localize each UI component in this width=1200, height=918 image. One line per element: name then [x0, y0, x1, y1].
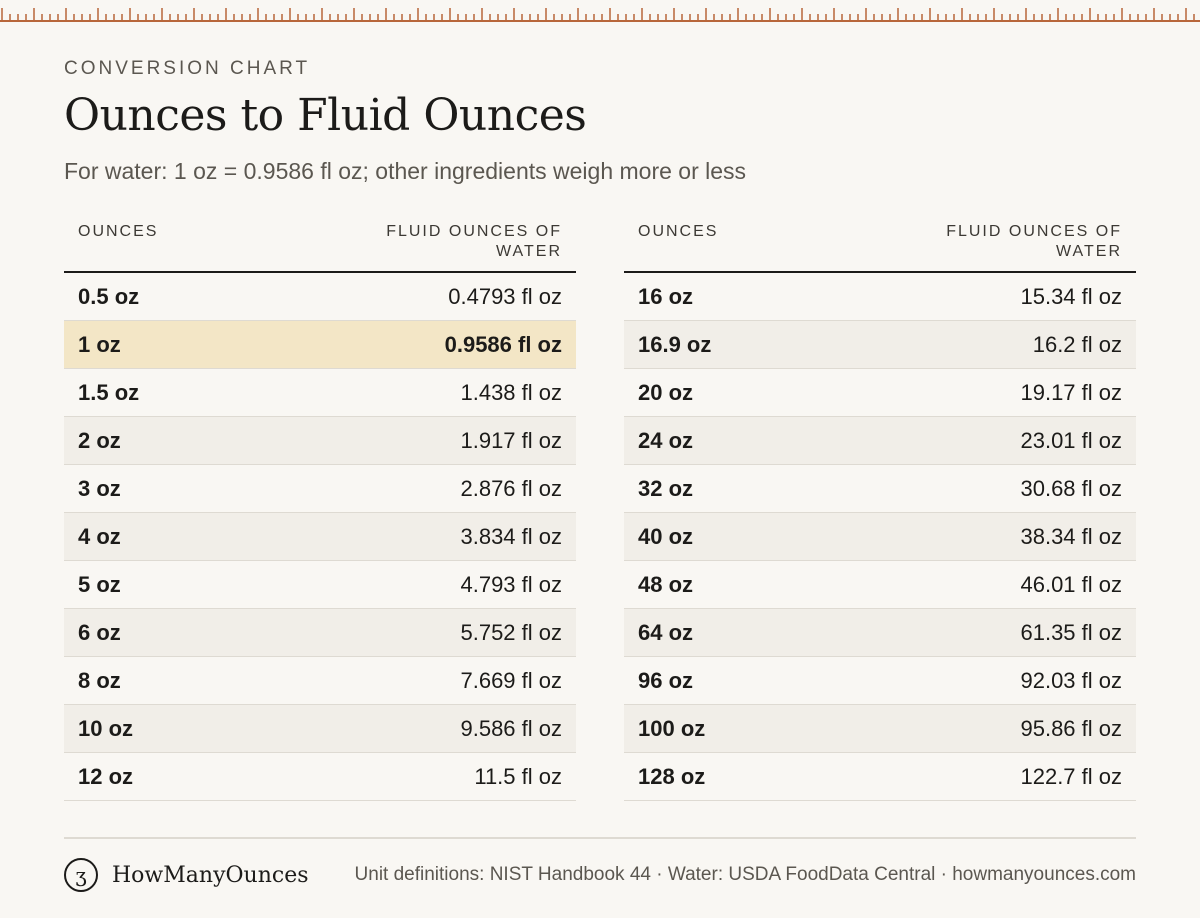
ounces-cell: 100 oz — [638, 715, 706, 741]
fluid-ounces-cell: 61.35 fl oz — [1020, 619, 1122, 645]
brand[interactable]: ʒ HowManyOunces — [64, 858, 309, 892]
ounces-cell: 24 oz — [638, 427, 694, 453]
table-row: 128 oz 122.7 fl oz — [624, 753, 1136, 801]
fluid-ounces-cell: 95.86 fl oz — [1020, 715, 1122, 741]
footer-divider — [64, 837, 1136, 839]
table-body: 16 oz 15.34 fl oz 16.9 oz 16.2 fl oz 20 oz 19… — [624, 273, 1136, 801]
fluid-ounces-cell: 1.917 fl oz — [460, 427, 562, 453]
fluid-ounces-cell: 1.438 fl oz — [460, 379, 562, 405]
fluid-ounces-cell: 23.01 fl oz — [1020, 427, 1122, 453]
sources-note: Unit definitions: NIST Handbook 44 · Wat… — [354, 864, 1136, 885]
table-row: 3 oz 2.876 fl oz — [64, 465, 576, 513]
fluid-ounces-cell: 15.34 fl oz — [1020, 283, 1122, 309]
ounces-cell: 20 oz — [638, 379, 694, 405]
table-row: 0.5 oz 0.4793 fl oz — [64, 273, 576, 321]
table-row: 1.5 oz 1.438 fl oz — [64, 369, 576, 417]
ounces-cell: 5 oz — [78, 571, 121, 597]
fluid-ounces-cell: 92.03 fl oz — [1020, 667, 1122, 693]
ruler-decoration — [0, 0, 1200, 22]
ounces-cell: 48 oz — [638, 571, 694, 597]
fluid-ounces-cell: 2.876 fl oz — [460, 475, 562, 501]
ounces-cell: 96 oz — [638, 667, 694, 693]
fluid-ounces-cell: 38.34 fl oz — [1020, 523, 1122, 549]
fluid-ounces-cell: 0.9586 fl oz — [444, 331, 562, 357]
ounces-cell: 32 oz — [638, 475, 694, 501]
fluid-ounces-cell: 30.68 fl oz — [1020, 475, 1122, 501]
table-row: 6 oz 5.752 fl oz — [64, 609, 576, 657]
table-row: 24 oz 23.01 fl oz — [624, 417, 1136, 465]
ounces-cell: 2 oz — [78, 427, 121, 453]
ounces-cell: 3 oz — [78, 475, 121, 501]
ounces-cell: 16.9 oz — [638, 331, 712, 357]
header-fluid-line2: WATER — [496, 243, 562, 260]
chart-kicker: CONVERSION CHART — [64, 58, 311, 79]
ounces-cell: 12 oz — [78, 763, 134, 789]
ounces-cell: 16 oz — [638, 283, 694, 309]
table-row: 2 oz 1.917 fl oz — [64, 417, 576, 465]
table-row: 5 oz 4.793 fl oz — [64, 561, 576, 609]
fluid-ounces-cell: 16.2 fl oz — [1032, 331, 1122, 357]
table-header: OUNCES FLUID OUNCES OF WATER — [624, 222, 1136, 273]
table-header: OUNCES FLUID OUNCES OF WATER — [64, 222, 576, 273]
ounces-cell: 4 oz — [78, 523, 121, 549]
table-row: 48 oz 46.01 fl oz — [624, 561, 1136, 609]
ounces-cell: 1 oz — [78, 331, 121, 357]
ruler-ticks — [1, 8, 1195, 22]
header-fluid-line1: FLUID OUNCES OF — [946, 223, 1122, 240]
table-row: 32 oz 30.68 fl oz — [624, 465, 1136, 513]
table-row: 1 oz 0.9586 fl oz — [64, 321, 576, 369]
table-row: 8 oz 7.669 fl oz — [64, 657, 576, 705]
fluid-ounces-cell: 46.01 fl oz — [1020, 571, 1122, 597]
brand-name: HowManyOunces — [112, 862, 309, 888]
page-title: Ounces to Fluid Ounces — [64, 90, 587, 141]
table-row: 16.9 oz 16.2 fl oz — [624, 321, 1136, 369]
ounces-cell: 64 oz — [638, 619, 694, 645]
table-row: 64 oz 61.35 fl oz — [624, 609, 1136, 657]
brand-logo-icon: ʒ — [64, 858, 98, 892]
table-row: 100 oz 95.86 fl oz — [624, 705, 1136, 753]
page-subtitle: For water: 1 oz = 0.9586 fl oz; other in… — [64, 158, 747, 184]
ounces-cell: 0.5 oz — [78, 283, 140, 309]
header-ounces: OUNCES — [638, 223, 719, 240]
table-row: 20 oz 19.17 fl oz — [624, 369, 1136, 417]
fluid-ounces-cell: 19.17 fl oz — [1020, 379, 1122, 405]
header-fluid-ounces: FLUID OUNCES OF WATER — [352, 222, 562, 262]
ounces-cell: 6 oz — [78, 619, 121, 645]
ounces-cell: 10 oz — [78, 715, 134, 741]
table-row: 10 oz 9.586 fl oz — [64, 705, 576, 753]
table-row: 16 oz 15.34 fl oz — [624, 273, 1136, 321]
header-fluid-ounces: FLUID OUNCES OF WATER — [912, 222, 1122, 262]
ounces-cell: 40 oz — [638, 523, 694, 549]
fluid-ounces-cell: 11.5 fl oz — [474, 763, 562, 789]
conversion-table-right: OUNCES FLUID OUNCES OF WATER 16 oz 15.34 … — [624, 222, 1136, 801]
ounces-cell: 128 oz — [638, 763, 706, 789]
header-fluid-line1: FLUID OUNCES OF — [386, 223, 562, 240]
header-ounces: OUNCES — [78, 223, 159, 240]
fluid-ounces-cell: 3.834 fl oz — [460, 523, 562, 549]
fluid-ounces-cell: 122.7 fl oz — [1020, 763, 1122, 789]
fluid-ounces-cell: 7.669 fl oz — [460, 667, 562, 693]
fluid-ounces-cell: 5.752 fl oz — [460, 619, 562, 645]
conversion-table-left: OUNCES FLUID OUNCES OF WATER 0.5 oz 0.479… — [64, 222, 576, 801]
ounces-cell: 1.5 oz — [78, 379, 140, 405]
table-row: 96 oz 92.03 fl oz — [624, 657, 1136, 705]
table-row: 4 oz 3.834 fl oz — [64, 513, 576, 561]
table-row: 12 oz 11.5 fl oz — [64, 753, 576, 801]
table-row: 40 oz 38.34 fl oz — [624, 513, 1136, 561]
fluid-ounces-cell: 9.586 fl oz — [460, 715, 562, 741]
header-fluid-line2: WATER — [1056, 243, 1122, 260]
fluid-ounces-cell: 4.793 fl oz — [460, 571, 562, 597]
ounces-cell: 8 oz — [78, 667, 121, 693]
fluid-ounces-cell: 0.4793 fl oz — [448, 283, 562, 309]
table-body: 0.5 oz 0.4793 fl oz 1 oz 0.9586 fl oz 1.5 oz… — [64, 273, 576, 801]
